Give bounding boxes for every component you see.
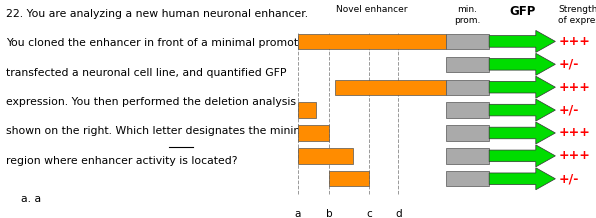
Text: Novel enhancer: Novel enhancer [336,5,408,14]
Bar [445,102,489,118]
Polygon shape [489,168,555,190]
Text: shown on the right. Which letter designates the minimal: shown on the right. Which letter designa… [6,126,313,136]
Bar [445,34,489,49]
Text: +++: +++ [558,149,590,162]
Polygon shape [489,31,555,52]
Text: a: a [295,209,301,218]
Text: GFP: GFP [509,5,535,19]
Text: a. a: a. a [21,194,41,204]
Polygon shape [489,99,555,121]
Text: transfected a neuronal cell line, and quantified GFP: transfected a neuronal cell line, and qu… [6,68,287,78]
Bar [298,102,316,118]
Bar [335,80,445,95]
Text: +/-: +/- [558,172,579,185]
Text: 22. You are analyzing a new human neuronal enhancer.: 22. You are analyzing a new human neuron… [6,9,308,19]
Text: +++: +++ [558,35,590,48]
Polygon shape [489,53,555,75]
Text: c: c [366,209,372,218]
Bar [445,171,489,186]
Text: shown on the right. Which letter designates the minimal: shown on the right. Which letter designa… [6,126,313,136]
Polygon shape [489,145,555,167]
Bar [298,148,353,164]
Text: b: b [325,209,333,218]
Text: d: d [395,209,402,218]
Text: +/-: +/- [558,104,579,117]
Text: min.
prom.: min. prom. [454,5,480,24]
Bar [445,80,489,95]
Text: +++: +++ [558,81,590,94]
Text: region where enhancer activity is located?: region where enhancer activity is locate… [6,156,237,166]
Bar [445,148,489,164]
Bar [298,125,329,141]
Text: +++: +++ [558,126,590,140]
Text: +/-: +/- [558,58,579,71]
Bar [445,57,489,72]
Text: Strength
of expression: Strength of expression [558,5,596,24]
Bar [298,34,445,49]
Polygon shape [489,76,555,98]
Text: expression. You then performed the deletion analysis: expression. You then performed the delet… [6,97,296,107]
Text: You cloned the enhancer in front of a minimal promoter,: You cloned the enhancer in front of a mi… [6,38,313,48]
Bar [445,125,489,141]
Polygon shape [489,122,555,144]
Bar [329,171,369,186]
